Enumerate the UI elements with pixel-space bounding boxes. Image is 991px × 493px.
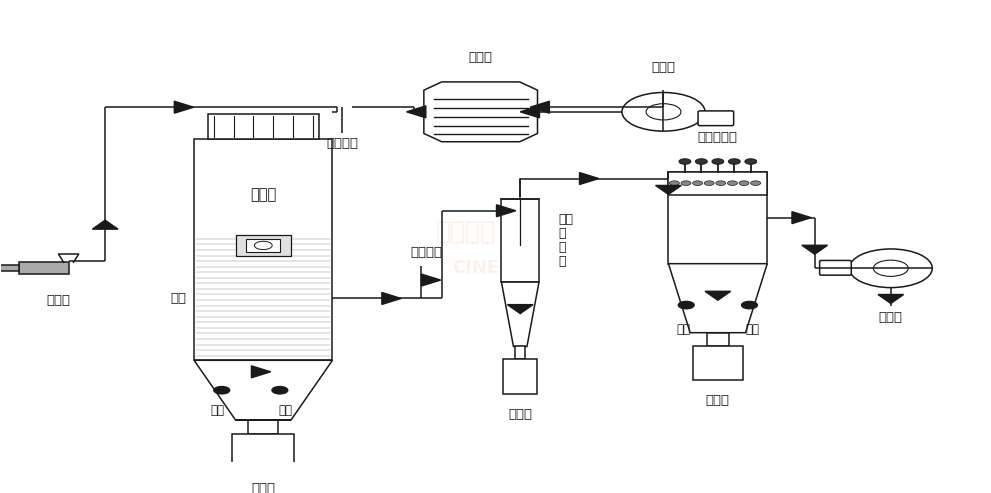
Bar [208, 114, 319, 140]
Circle shape [693, 181, 703, 185]
Circle shape [728, 159, 740, 164]
Bar [707, 333, 728, 346]
Polygon shape [174, 101, 193, 113]
Polygon shape [669, 264, 767, 333]
FancyBboxPatch shape [698, 111, 733, 126]
Bar [247, 239, 280, 252]
Circle shape [727, 181, 737, 185]
Text: 引风机: 引风机 [879, 311, 903, 323]
Circle shape [255, 241, 273, 249]
Circle shape [678, 301, 694, 309]
Text: 雾化塔: 雾化塔 [250, 187, 276, 202]
Text: 布袋除尘器: 布袋除尘器 [698, 131, 738, 144]
Text: 振打: 振打 [211, 404, 225, 417]
FancyBboxPatch shape [820, 260, 851, 275]
Circle shape [622, 93, 705, 131]
Text: 送风机: 送风机 [651, 61, 676, 74]
Polygon shape [252, 366, 271, 378]
Bar [194, 140, 332, 360]
Polygon shape [802, 245, 827, 254]
Bar [515, 347, 525, 359]
Text: 收料瓶: 收料瓶 [252, 482, 275, 493]
Circle shape [751, 181, 760, 185]
Text: 气扫: 气扫 [170, 292, 186, 305]
Text: 振打: 振打 [676, 323, 691, 337]
Polygon shape [424, 82, 537, 141]
Circle shape [716, 181, 725, 185]
Polygon shape [520, 106, 539, 118]
Polygon shape [92, 220, 118, 229]
Bar [248, 420, 278, 434]
Circle shape [712, 159, 723, 164]
Polygon shape [496, 205, 515, 217]
Text: 收料瓶: 收料瓶 [508, 408, 532, 421]
Polygon shape [792, 211, 812, 224]
Text: CINEASE: CINEASE [452, 259, 539, 277]
Text: 出风温度: 出风温度 [410, 246, 442, 259]
Circle shape [214, 387, 230, 394]
Text: 振打: 振打 [278, 404, 292, 417]
Circle shape [739, 181, 749, 185]
Polygon shape [878, 294, 904, 304]
Text: 上海沪械: 上海沪械 [436, 219, 496, 244]
Polygon shape [421, 274, 441, 286]
Bar [501, 199, 539, 282]
Circle shape [705, 181, 715, 185]
Bar [669, 172, 767, 264]
Polygon shape [406, 106, 426, 118]
Circle shape [272, 387, 287, 394]
Bar [0, 265, 19, 271]
Polygon shape [705, 291, 730, 300]
Bar [236, 235, 291, 255]
Bar [232, 434, 294, 468]
Circle shape [696, 159, 708, 164]
Polygon shape [580, 173, 599, 184]
Circle shape [646, 104, 681, 120]
Polygon shape [507, 305, 533, 314]
Text: 蠕动泵: 蠕动泵 [47, 293, 70, 307]
Circle shape [745, 159, 757, 164]
Bar [19, 262, 68, 274]
Bar [693, 346, 742, 380]
Text: 振打: 振打 [745, 323, 759, 337]
Circle shape [741, 301, 757, 309]
Circle shape [849, 249, 933, 287]
Polygon shape [501, 282, 539, 347]
Bar [503, 359, 537, 394]
Polygon shape [382, 292, 401, 305]
Text: 加热器: 加热器 [469, 50, 493, 64]
Text: 进风温度: 进风温度 [326, 137, 359, 150]
Polygon shape [530, 101, 549, 113]
Circle shape [873, 260, 908, 277]
Bar [669, 172, 767, 195]
Circle shape [679, 159, 691, 164]
Circle shape [681, 181, 691, 185]
Text: 收料瓶: 收料瓶 [706, 394, 729, 407]
Polygon shape [656, 185, 681, 194]
Text: 旋风
分
离
器: 旋风 分 离 器 [559, 213, 574, 268]
Polygon shape [194, 360, 332, 420]
Circle shape [670, 181, 679, 185]
